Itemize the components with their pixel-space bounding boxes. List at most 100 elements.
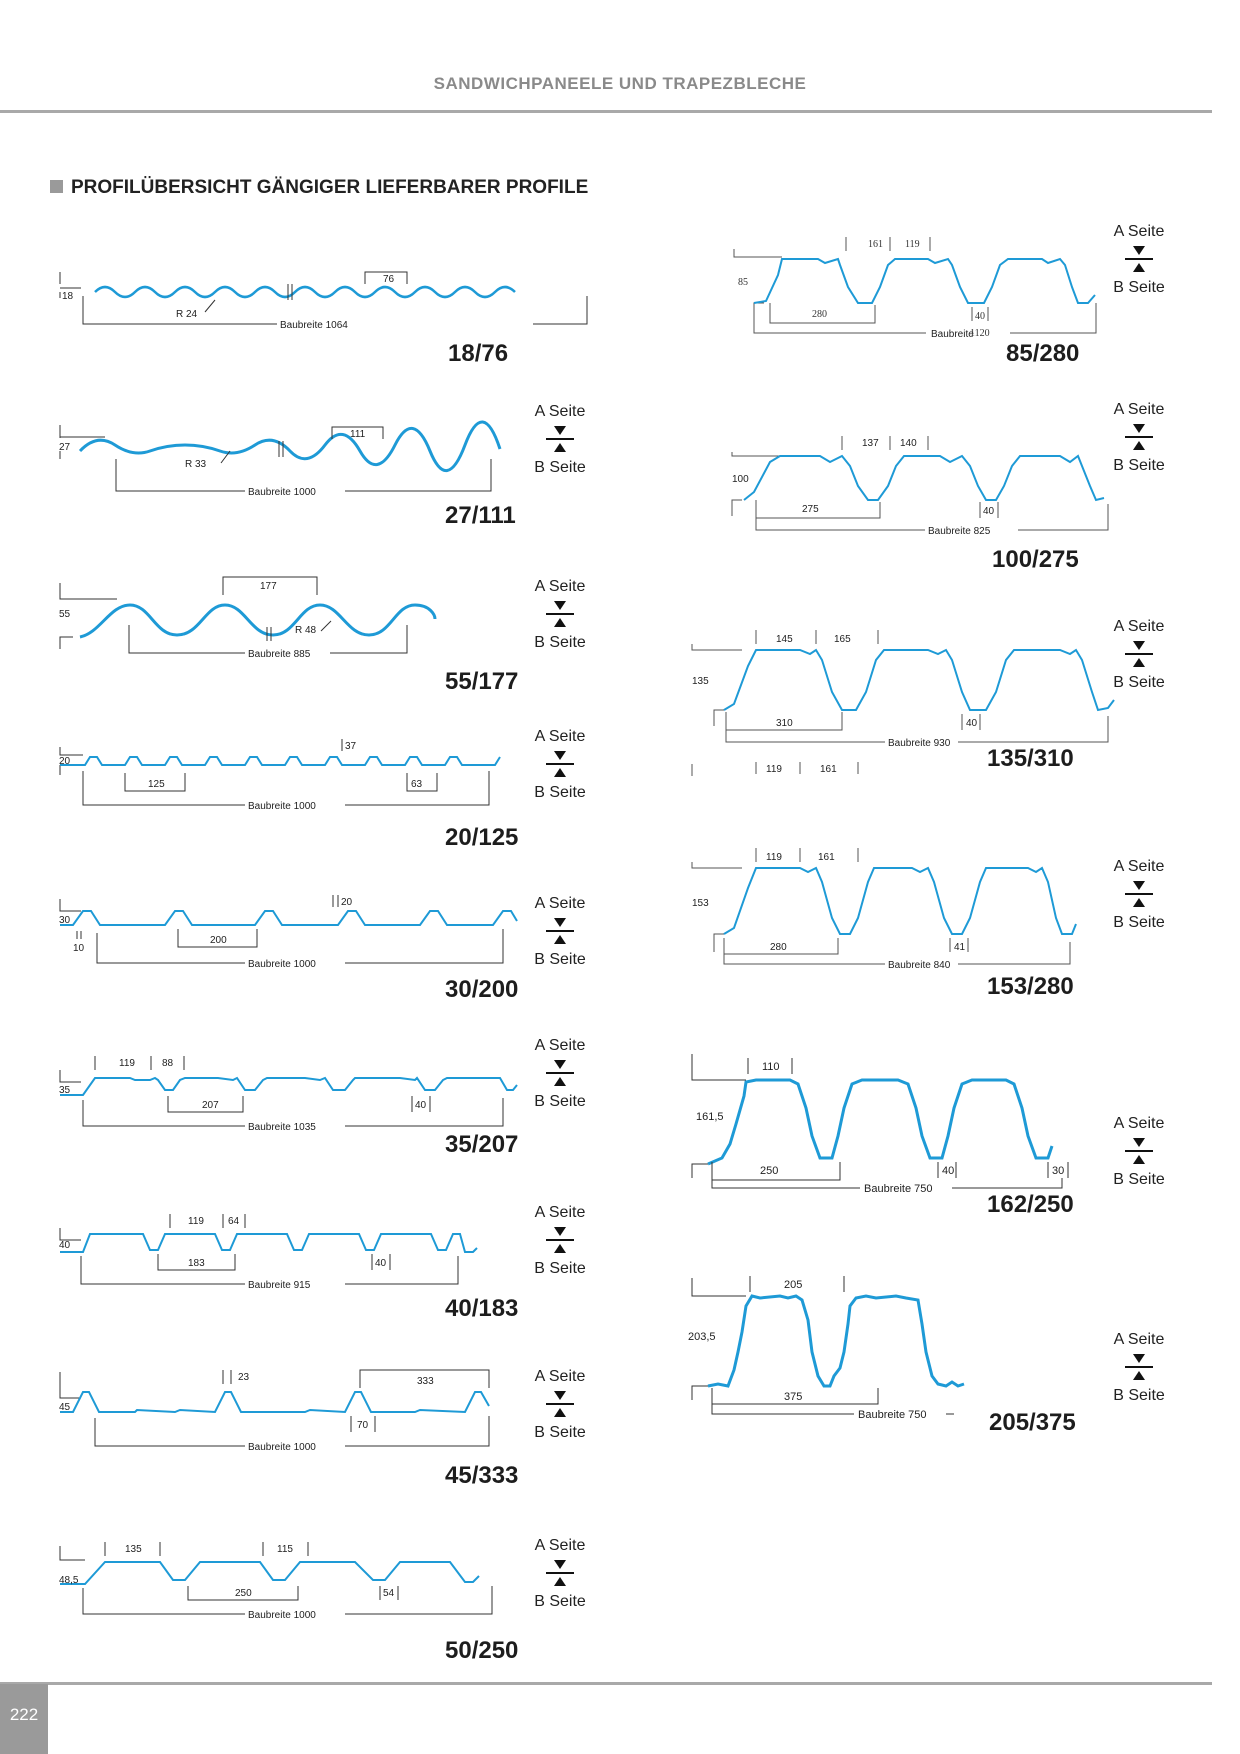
b-side-label: B Seite (1113, 457, 1165, 474)
dim-height: 48,5 (59, 1575, 79, 1586)
profile-drawing-135-310: 145 165 135 310 40 Baubreite 930 119 161 (691, 630, 1115, 776)
profile-line (723, 866, 1077, 935)
a-side-label: A Seite (534, 728, 586, 745)
profile-drawing-27-111: 111 27 R 33 Baubreite 1000 (59, 420, 502, 498)
dim-rib: 161 (818, 852, 835, 863)
section-heading-text: PROFILÜBERSICHT GÄNGIGER LIEFERBARER PRO… (71, 177, 589, 198)
side-arrows-icon (1099, 877, 1179, 913)
dim-height: 45 (59, 1402, 71, 1413)
profile-name: 135/310 (987, 745, 1074, 772)
profile-line (743, 454, 1105, 502)
profile-line (78, 420, 502, 473)
b-side-label: B Seite (1113, 279, 1165, 296)
profile-line (60, 910, 518, 926)
profile-line (94, 285, 516, 299)
a-side-label: A Seite (1113, 1331, 1165, 1348)
b-side-label: B Seite (534, 1593, 586, 1610)
dim-bottom: 40 (942, 1165, 954, 1177)
b-side-label: B Seite (534, 459, 586, 476)
profile-drawing-162-250: 110 161,5 250 40 30 Baubreite 750 (691, 1054, 1069, 1195)
dim-pitch: 250 (235, 1588, 252, 1599)
side-indicator: A Seite B Seite (520, 1536, 600, 1612)
a-side-label: A Seite (1113, 401, 1165, 418)
dim-radius: R 33 (185, 459, 207, 470)
profile-line (753, 257, 1096, 304)
dim-base: 10 (73, 943, 85, 954)
dim-bottom: 70 (357, 1420, 369, 1431)
dim-radius: R 48 (295, 625, 317, 636)
profile-drawing-85-280: 161 119 85 280 40 Baubreite 1120 (733, 237, 1097, 340)
side-indicator: A Seite B Seite (1099, 222, 1179, 298)
dim-pitch: 76 (383, 274, 395, 285)
profile-line (60, 1391, 490, 1414)
profile-name: 45/333 (445, 1462, 519, 1489)
profile-line (707, 1294, 965, 1388)
dim-pitch: 310 (776, 718, 793, 729)
a-side-label: A Seite (1113, 1115, 1165, 1132)
side-indicator: A Seite B Seite (1099, 1114, 1179, 1190)
side-arrows-icon (1099, 1350, 1179, 1386)
a-side-label: A Seite (534, 1537, 586, 1554)
side-arrows-icon (520, 1387, 600, 1423)
side-arrows-icon (1099, 637, 1179, 673)
profile-name: 20/125 (445, 824, 519, 851)
dim-width: Baubreite 930 (888, 738, 951, 749)
dim-height: 153 (692, 898, 709, 909)
dim-rib: 140 (900, 438, 917, 449)
profile-line (60, 1233, 478, 1253)
dim-pitch: 111 (350, 429, 366, 440)
dim-pitch: 183 (188, 1258, 205, 1269)
header-divider (0, 110, 1212, 113)
b-side-label: B Seite (1113, 674, 1165, 691)
dim-rib: 20 (341, 897, 353, 908)
dim-width: Baubreite 1000 (248, 959, 316, 970)
side-arrows-icon (1099, 1134, 1179, 1170)
dim-bottom: 41 (954, 942, 966, 953)
dim-bottom: 40 (966, 718, 978, 729)
profile-drawing-35-207: 119 88 35 207 40 Baubreite 1035 (59, 1056, 518, 1133)
dim-pitch: 200 (210, 935, 227, 946)
dim-top: 119 (119, 1058, 135, 1069)
dim-top: 145 (776, 634, 793, 645)
side-indicator: A Seite B Seite (520, 402, 600, 478)
profile-drawing-45-333: 23 333 45 70 Baubreite 1000 (59, 1369, 490, 1453)
dim-pitch: 250 (760, 1165, 778, 1177)
profile-name: 35/207 (445, 1131, 519, 1158)
profile-name: 153/280 (987, 973, 1074, 1000)
dim-rib: 23 (238, 1372, 250, 1383)
dim-pitch: 280 (770, 942, 787, 953)
dim-width: Baubreite 1000 (248, 801, 316, 812)
a-side-label: A Seite (1113, 858, 1165, 875)
profile-drawing-100-275: 137 140 100 275 40 Baubreite 825 (731, 436, 1109, 537)
profile-name: 30/200 (445, 976, 519, 1003)
profile-name: 18/76 (448, 340, 509, 367)
dim-width: Baubreite 915 (248, 1280, 311, 1291)
dim-top: 161 (868, 239, 883, 250)
dim-bottom: 40 (375, 1258, 387, 1269)
dim-top: 119 (188, 1216, 204, 1227)
dim-rib: 88 (162, 1058, 174, 1069)
dim-width: Baubreite 1000 (248, 1442, 316, 1453)
dim-pitch: 207 (202, 1100, 219, 1111)
dim-pitch: 280 (812, 309, 827, 320)
dim-below-top: 119 (766, 764, 782, 775)
dim-width: Baubreite 840 (888, 960, 951, 971)
dim-height: 55 (59, 609, 71, 620)
side-indicator: A Seite B Seite (1099, 857, 1179, 933)
dim-width: Baubreite 1000 (248, 487, 316, 498)
b-side-label: B Seite (534, 1093, 586, 1110)
b-side-label: B Seite (534, 1260, 586, 1277)
profile-drawing-20-125: 37 20 125 63 Baubreite 1000 (59, 739, 501, 812)
dim-rib: 64 (228, 1216, 240, 1227)
dim-height: 100 (732, 474, 749, 485)
dim-height: 40 (59, 1240, 71, 1251)
dim-bottom: 54 (383, 1588, 395, 1599)
profile-line (60, 756, 501, 766)
page-number-box (0, 1684, 48, 1754)
profile-name: 50/250 (445, 1637, 519, 1664)
dim-pitch: 375 (784, 1391, 802, 1403)
dim-height: 30 (59, 915, 71, 926)
side-arrows-icon (520, 1056, 600, 1092)
dim-bottom: 40 (983, 506, 995, 517)
dim-span: 333 (417, 1376, 434, 1387)
